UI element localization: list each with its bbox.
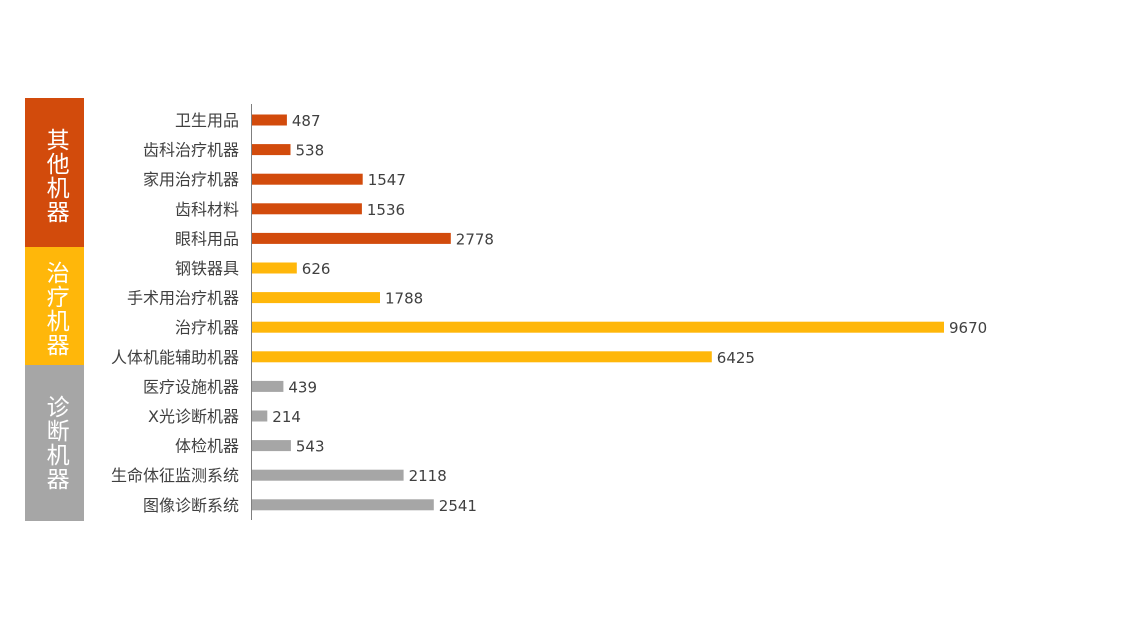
value-label: 1536 <box>367 201 405 219</box>
bar <box>252 232 451 244</box>
value-label: 538 <box>296 142 325 160</box>
value-label: 6425 <box>717 349 755 367</box>
category-label: 齿科治疗机器 <box>143 141 239 160</box>
bar <box>252 440 291 452</box>
value-labels-layer: 487 538 1547 1536 2778 626 1788 9670 6425 439 214 5… <box>272 112 987 515</box>
value-label: 2778 <box>456 230 494 248</box>
category-labels-layer: 卫生用品齿科治疗机器家用治疗机器齿科材料眼科用品钢铁器具手术用治疗机器治疗机器人… <box>111 111 239 515</box>
group-label: 诊断机器 <box>25 365 84 521</box>
value-label: 487 <box>292 112 321 130</box>
bar <box>252 114 287 126</box>
value-label: 2118 <box>409 467 447 485</box>
category-label: 医疗设施机器 <box>143 377 239 396</box>
bar <box>252 469 404 481</box>
value-label: 543 <box>296 438 325 456</box>
category-label: X光诊断机器 <box>148 407 239 426</box>
bar <box>252 262 297 274</box>
bar <box>252 321 944 333</box>
bar <box>252 292 380 304</box>
bar <box>252 351 712 363</box>
group-label: 治疗机器 <box>25 246 84 372</box>
category-label: 生命体征监测系统 <box>111 466 239 485</box>
value-label: 9670 <box>949 319 987 337</box>
category-label: 人体机能辅助机器 <box>111 348 239 367</box>
category-label: 钢铁器具 <box>175 259 239 278</box>
value-label: 439 <box>288 378 317 396</box>
bar <box>252 173 363 185</box>
bar <box>252 380 284 392</box>
category-label: 手术用治疗机器 <box>127 289 239 308</box>
value-label: 214 <box>272 408 301 426</box>
value-label: 626 <box>302 260 331 278</box>
category-label: 治疗机器 <box>175 318 239 337</box>
bar <box>252 203 362 215</box>
category-label: 齿科材料 <box>175 200 239 219</box>
category-label: 家用治疗机器 <box>143 170 239 189</box>
value-label: 1788 <box>385 290 423 308</box>
bar <box>252 410 268 422</box>
bar <box>252 144 291 156</box>
value-label: 2541 <box>439 497 477 515</box>
group-label: 其他机器 <box>25 98 84 254</box>
bar <box>252 499 434 511</box>
value-label: 1547 <box>368 171 406 189</box>
bars-layer <box>252 114 944 511</box>
category-label: 卫生用品 <box>175 111 239 130</box>
category-label: 体检机器 <box>175 437 239 456</box>
category-label: 图像诊断系统 <box>143 496 239 515</box>
category-label: 眼科用品 <box>175 229 239 248</box>
